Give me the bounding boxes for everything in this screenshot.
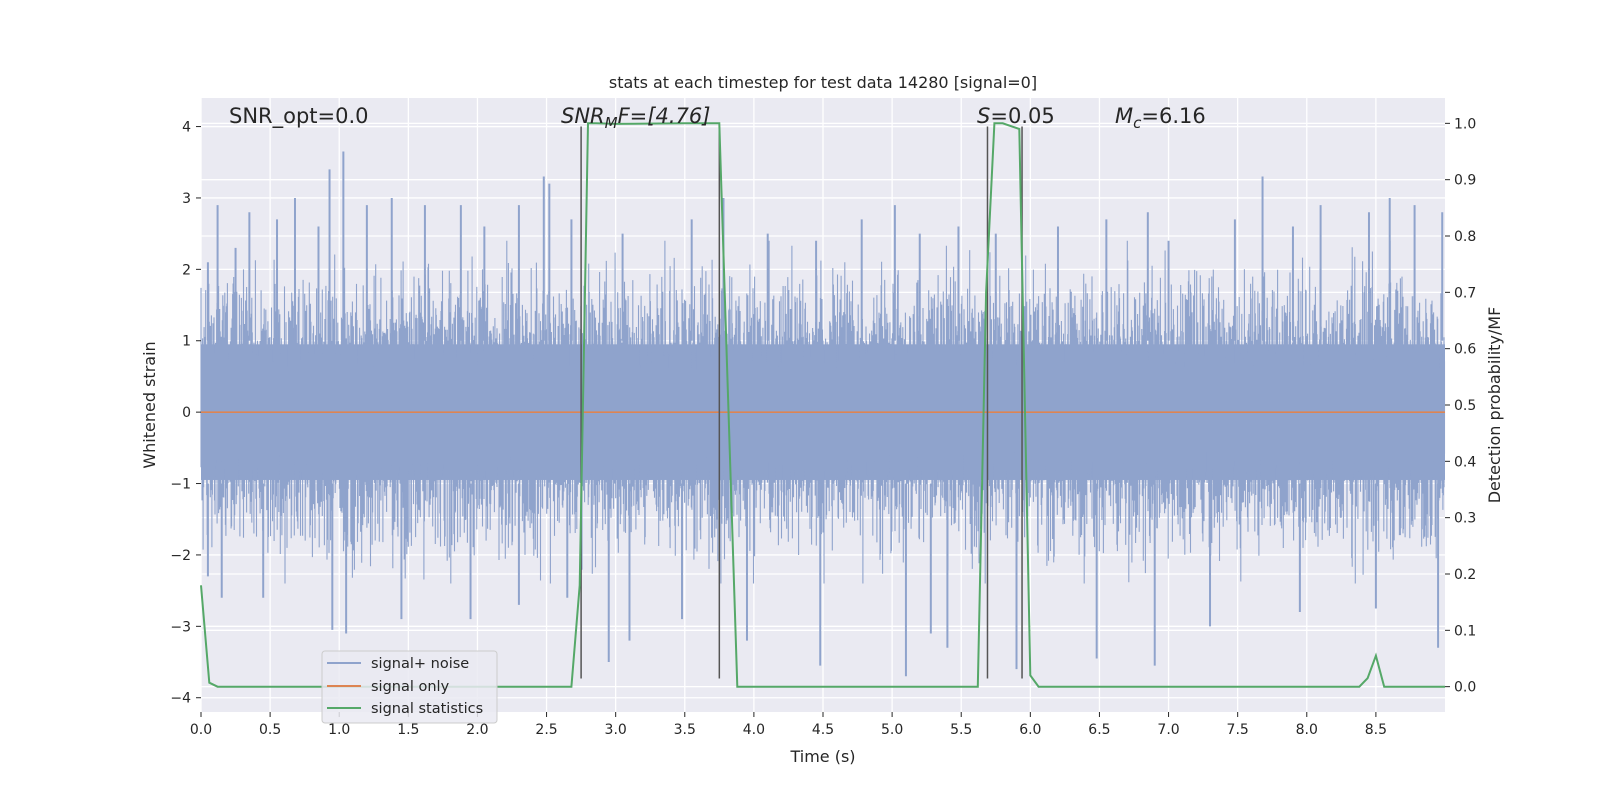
- x-tick-label: 8.5: [1365, 722, 1387, 738]
- y-right-tick-label: 0.9: [1454, 173, 1476, 189]
- annotation-snr-mf-rest: F=[4.76]: [618, 104, 711, 128]
- y-left-tick-label: 2: [182, 262, 191, 278]
- series-signal-statistics: [200, 122, 1445, 688]
- x-tick-label: 6.5: [1088, 722, 1110, 738]
- x-tick-label: 3.5: [674, 722, 696, 738]
- y-left-tick-label: 1: [182, 334, 191, 350]
- x-tick-label: 5.5: [950, 722, 972, 738]
- y-right-tick-label: 0.8: [1454, 229, 1476, 245]
- annotation-snr-mf-sub: M: [605, 114, 618, 132]
- x-tick-label: 2.5: [535, 722, 557, 738]
- x-axis-ticks: 0.0 0.5 1.0 1.5 2.0 2.5 3.0 3.5 4.0 4.5 5.0 5.5 6.0 6…: [190, 712, 1387, 738]
- y-right-tick-label: 0.0: [1454, 680, 1476, 696]
- y-left-axis-ticks: 4 3 2 1 0 −1 −2 −3 −4: [170, 120, 201, 707]
- y-left-tick-label: 0: [182, 405, 191, 421]
- x-tick-label: 3.0: [605, 722, 627, 738]
- x-tick-label: 5.0: [881, 722, 903, 738]
- annotation-s-main: S: [977, 104, 990, 128]
- y-right-axis-label: Detection probability/MF: [1485, 307, 1504, 504]
- annotation-s-rest: =0.05: [990, 104, 1054, 128]
- y-left-tick-label: −3: [170, 619, 191, 635]
- y-left-axis-label: Whitened strain: [140, 341, 159, 468]
- y-left-tick-label: 4: [182, 120, 191, 136]
- x-tick-label: 4.5: [812, 722, 834, 738]
- x-tick-label: 8.0: [1296, 722, 1318, 738]
- signal-statistics-line: [200, 122, 1445, 688]
- annotation-mc: Mc=6.16: [1115, 104, 1206, 132]
- x-tick-label: 4.0: [743, 722, 765, 738]
- annotation-mc-rest: =6.16: [1141, 104, 1205, 128]
- x-axis-label: Time (s): [789, 747, 855, 766]
- annotation-snr-mf-main: SNR: [561, 104, 605, 128]
- x-tick-label: 0.0: [190, 722, 212, 738]
- annotation-s: S=0.05: [977, 104, 1055, 128]
- x-tick-label: 7.0: [1157, 722, 1179, 738]
- y-right-tick-label: 0.5: [1454, 398, 1476, 414]
- y-left-tick-label: 3: [182, 191, 191, 207]
- y-right-tick-label: 0.7: [1454, 285, 1476, 301]
- y-right-tick-label: 1.0: [1454, 116, 1476, 132]
- annotation-mc-main: M: [1115, 104, 1133, 128]
- y-right-tick-label: 0.3: [1454, 511, 1476, 527]
- annotation-mc-sub: c: [1133, 114, 1142, 132]
- annotation-snr-opt: SNR_opt=0.0: [229, 104, 369, 129]
- x-tick-label: 6.0: [1019, 722, 1041, 738]
- legend-box: [321, 650, 498, 724]
- y-right-tick-label: 0.4: [1454, 454, 1476, 470]
- chart-title: stats at each timestep for test data 142…: [609, 73, 1037, 92]
- legend-label-signal-only: signal only: [371, 679, 450, 695]
- legend: signal+ noise signal only signal statist…: [321, 650, 498, 724]
- legend-label-signal-noise: signal+ noise: [371, 656, 469, 672]
- x-tick-label: 1.0: [328, 722, 350, 738]
- noise-strokes: [200, 240, 1446, 584]
- y-right-tick-label: 0.1: [1454, 623, 1476, 639]
- y-left-tick-label: −2: [170, 548, 191, 564]
- y-right-tick-label: 0.6: [1454, 342, 1476, 358]
- y-right-axis-ticks: 1.0 0.9 0.8 0.7 0.6 0.5 0.4 0.3 0.2 0.1 0.0: [1445, 116, 1476, 696]
- x-tick-label: 7.5: [1227, 722, 1249, 738]
- x-tick-label: 2.0: [466, 722, 488, 738]
- y-left-tick-label: −4: [170, 691, 191, 707]
- x-tick-label: 1.5: [397, 722, 419, 738]
- y-right-tick-label: 0.2: [1454, 567, 1476, 583]
- annotation-snr-mf: SNRMF=[4.76]: [561, 104, 710, 132]
- legend-label-signal-statistics: signal statistics: [371, 701, 483, 717]
- x-tick-label: 0.5: [259, 722, 281, 738]
- y-left-tick-label: −1: [170, 477, 191, 493]
